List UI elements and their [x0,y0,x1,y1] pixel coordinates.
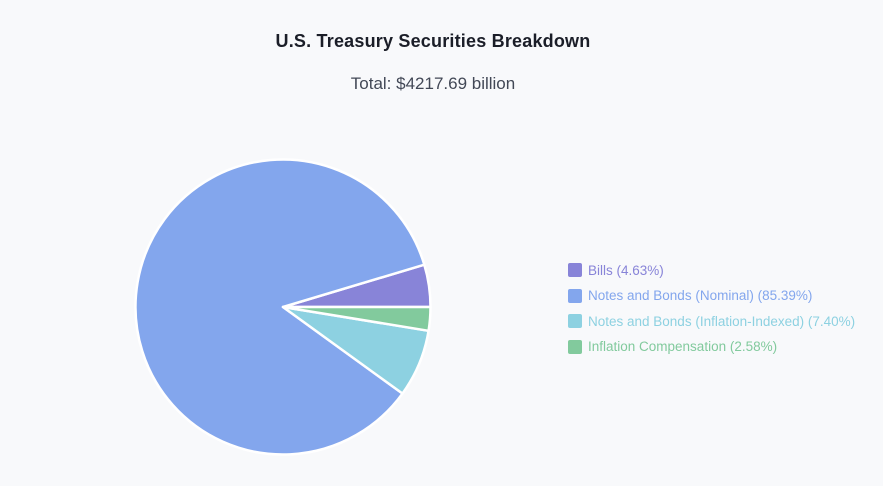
legend: Bills (4.63%) Notes and Bonds (Nominal) … [568,263,855,354]
legend-item-inflation-compensation[interactable]: Inflation Compensation (2.58%) [568,339,855,355]
legend-swatch-inflation-compensation [568,339,582,354]
chart-subtitle: Total: $4217.69 billion [350,74,516,93]
pie-slice-notes-and-bonds-nominal[interactable] [134,158,426,456]
legend-label-notes-bonds-nominal: Notes and Bonds (Nominal) (85.39%) [588,288,813,303]
legend-swatch-notes-bonds-nominal [568,288,582,303]
chart-title: U.S. Treasury Securities Breakdown [275,31,591,51]
legend-item-bills[interactable]: Bills (4.63%) [568,263,855,278]
legend-swatch-notes-bonds-inflation-indexed [568,314,582,329]
legend-swatch-bills [568,263,582,278]
legend-item-notes-bonds-inflation-indexed[interactable]: Notes and Bonds (Inflation-Indexed) (7.4… [568,314,855,329]
legend-label-inflation-compensation: Inflation Compensation (2.58%) [588,339,778,354]
legend-item-notes-bonds-nominal[interactable]: Notes and Bonds (Nominal) (85.39%) [568,288,855,304]
pie-slice-inflation-compensation[interactable] [281,305,432,333]
pie-chart[interactable] [133,157,433,457]
legend-label-bills: Bills (4.63%) [588,262,664,278]
legend-label-notes-bonds-inflation-indexed: Notes and Bonds (Inflation-Indexed) (7.4… [588,313,856,329]
